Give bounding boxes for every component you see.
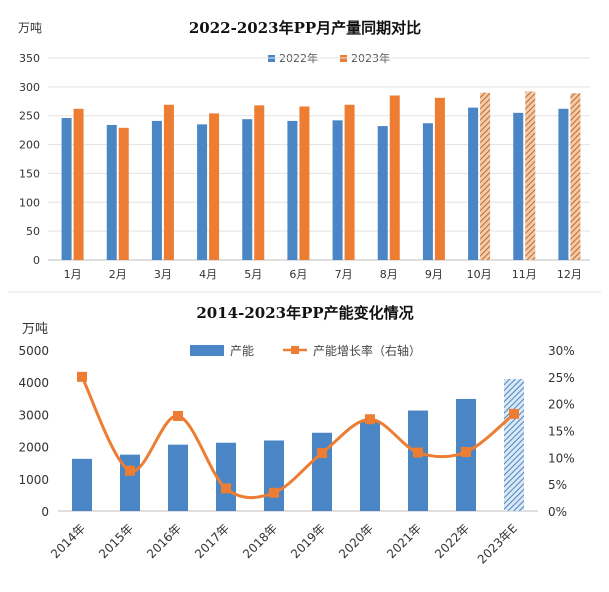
chart2-title: 2014-2023年PP产能变化情况 (196, 304, 413, 322)
chart1-bar-2022 (61, 118, 72, 260)
chart2-xtick-label: 2023年E (475, 521, 520, 566)
chart1-ytick-label: 0 (33, 254, 40, 267)
chart1-xtick-label: 12月 (557, 268, 582, 281)
chart1-xtick-label: 11月 (512, 268, 537, 281)
chart2-growth-point (221, 483, 231, 494)
chart2-bar-capacity (360, 420, 380, 511)
chart2-growth-point (173, 411, 183, 422)
chart1-xtick-label: 9月 (425, 268, 443, 281)
chart2-xtick-label: 2021年 (384, 521, 424, 561)
chart2-ytick-label-right: 20% (548, 398, 575, 412)
chart1-bar-2023 (118, 127, 129, 260)
chart2-xtick-label: 2016年 (144, 521, 184, 561)
chart2-ytick-label-right: 10% (548, 451, 575, 465)
chart2-ytick-label-left: 4000 (18, 376, 49, 390)
chart2-ytick-label-right: 30% (548, 344, 575, 358)
chart2-growth-line (80, 376, 515, 500)
chart1-xtick-label: 10月 (467, 268, 492, 281)
chart2-xtick-label: 2015年 (96, 521, 136, 561)
chart2-growth-point (77, 371, 87, 382)
chart2-xtick-label: 2020年 (336, 521, 376, 561)
chart1-bar-2022 (106, 124, 117, 260)
chart1-unit-label: 万吨 (18, 21, 42, 35)
chart2-growth-point (269, 487, 279, 498)
chart1-bar-2022 (287, 120, 298, 260)
chart2-legend-swatch-capacity (190, 345, 224, 356)
chart1-ytick-label: 250 (19, 110, 40, 123)
chart2-legend-label-growth: 产能增长率（右轴） (313, 343, 421, 358)
chart2-ytick-label-right: 15% (548, 425, 575, 439)
chart1-ytick-label: 150 (19, 167, 40, 180)
chart2-ytick-label-right: 0% (548, 505, 567, 519)
chart2-growth-point (317, 448, 327, 459)
chart1-bar-2023 (299, 106, 310, 260)
chart1-bar-2022 (513, 112, 524, 260)
chart2-unit-label: 万吨 (22, 322, 48, 337)
chart1-bar-2023 (525, 91, 536, 260)
chart1-bar-2022 (332, 120, 343, 261)
chart2-bar-capacity (264, 440, 284, 511)
chart2-xtick-label: 2017年 (192, 521, 232, 561)
chart2-xtick-label: 2014年 (48, 521, 88, 561)
chart2-ytick-label-left: 5000 (18, 344, 49, 358)
chart2-ytick-label-left: 1000 (18, 473, 49, 487)
chart2-legend-label-capacity: 产能 (230, 344, 254, 358)
chart1-ytick-label: 350 (19, 52, 40, 65)
chart2-growth-point (365, 414, 375, 425)
chart2-ytick-label-left: 3000 (18, 408, 49, 422)
chart1-bar-2022 (558, 108, 569, 260)
chart2-xtick-label: 2019年 (288, 521, 328, 561)
chart1-xtick-label: 3月 (154, 268, 172, 281)
chart2-bar-capacity (168, 444, 188, 511)
chart1-bar-2023 (254, 105, 265, 260)
chart2-bar-capacity (504, 378, 524, 511)
chart1-bar-2023 (570, 93, 581, 260)
chart2-bar-capacity (216, 442, 236, 511)
chart1-bar-2022 (377, 126, 388, 260)
chart1-xtick-label: 5月 (244, 268, 262, 281)
chart2-growth-point (461, 446, 471, 457)
chart1-bar-2023 (389, 95, 400, 260)
chart2-ytick-label-right: 25% (548, 371, 575, 385)
chart1-bar-2022 (468, 107, 479, 261)
chart2-xtick-label: 2018年 (240, 521, 280, 561)
chart2-growth-point (509, 408, 519, 419)
chart1-ytick-label: 50 (26, 225, 40, 238)
chart2-bar-capacity (72, 458, 92, 511)
chart2-ytick-label-left: 2000 (18, 441, 49, 455)
chart2-bar-capacity (408, 410, 428, 511)
chart2-xtick-label: 2022年 (432, 521, 472, 561)
chart2-bar-capacity (312, 432, 332, 511)
chart2-legend-marker-growth (291, 346, 299, 354)
chart1-ytick-label: 200 (19, 139, 40, 152)
chart1-bar-2023 (434, 97, 445, 260)
chart1-bar-2023 (480, 92, 491, 260)
chart1-title: 2022-2023年PP月产量同期对比 (189, 19, 421, 37)
chart1-bar-2022 (242, 119, 253, 260)
chart2-growth-point (125, 465, 135, 476)
chart1-bar-2023 (163, 104, 174, 261)
chart1-xtick-label: 1月 (64, 268, 82, 281)
chart1-xtick-label: 2月 (109, 268, 127, 281)
chart2-plot: 0 1000 2000 3000 4000 5000 0% 5% 10% 15% 20% 25% 30%… (18, 344, 574, 567)
chart1-bar-2023 (344, 104, 355, 261)
chart1-bar-2022 (151, 120, 162, 260)
chart2-ytick-label-left: 0 (41, 505, 49, 519)
chart2-growth-point (413, 447, 423, 458)
chart2-ytick-label-right: 5% (548, 478, 567, 492)
chart1-bar-2022 (197, 124, 208, 260)
chart1-bar-2022 (422, 123, 433, 261)
chart1-bar-2023 (209, 113, 220, 260)
chart1-plot: 0 50 100 150 200 250 300 350 1月 2月 3月 4月 5月 6月 7月 8月 9月 1… (19, 52, 590, 281)
chart1-bar-2023 (73, 108, 84, 260)
chart1-xtick-label: 4月 (199, 268, 217, 281)
chart1-xtick-label: 8月 (380, 268, 398, 281)
chart1-ytick-label: 300 (19, 81, 40, 94)
chart1-xtick-label: 7月 (335, 268, 353, 281)
chart1-xtick-label: 6月 (289, 268, 307, 281)
chart1-ytick-label: 100 (19, 196, 40, 209)
